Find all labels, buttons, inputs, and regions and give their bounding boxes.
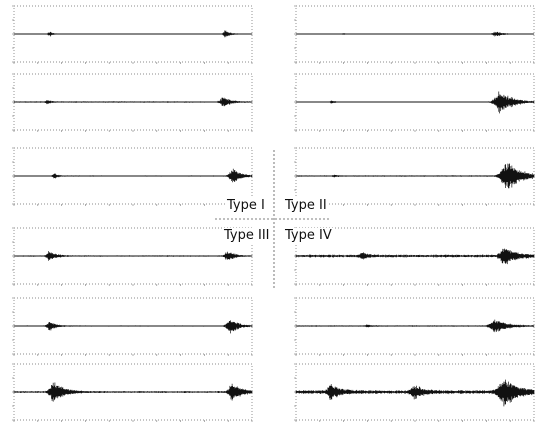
waveform-panel [12,147,253,206]
waveform-trace [295,379,535,407]
waveform-trace [13,168,253,183]
waveform-panel [294,227,535,286]
waveform-panel [12,297,253,356]
waveform-panel [12,73,253,132]
waveform-panel [294,363,535,422]
waveform-panel [12,227,253,286]
waveform-panel [294,5,535,64]
type-i-label: Type I [225,198,267,213]
type-iii-label: Type III [222,228,272,243]
waveform-panel [294,147,535,206]
waveform-panel [294,73,535,132]
waveform-panel [12,363,253,422]
waveform-panel [12,5,253,64]
waveform-panel [294,297,535,356]
type-ii-label: Type II [283,198,329,213]
type-iv-label: Type IV [283,228,334,243]
waveform-trace [13,320,253,334]
